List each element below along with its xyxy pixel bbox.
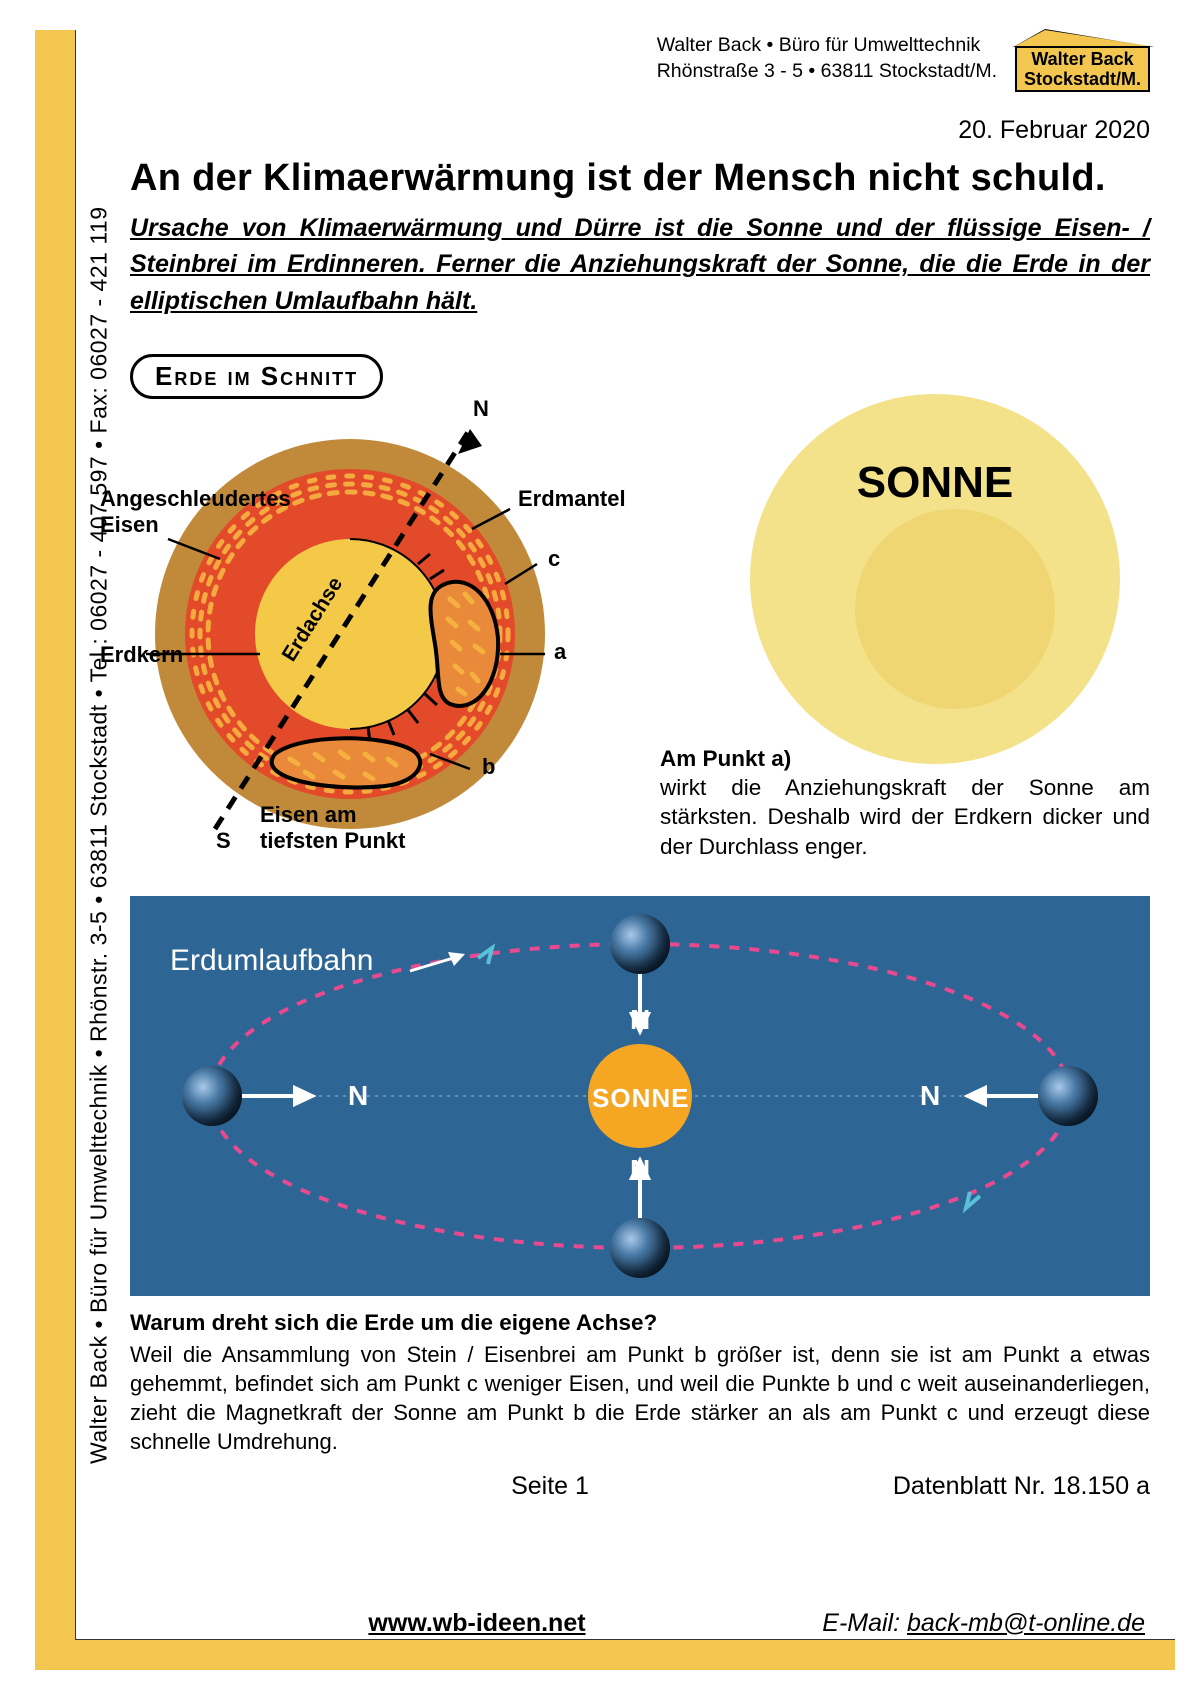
header-address: Walter Back • Büro für Umwelttechnik Rhö…	[657, 32, 997, 85]
address-line2: Rhönstraße 3 - 5 • 63811 Stockstadt/M.	[657, 58, 997, 84]
page-title: An der Klimaerwärmung ist der Mensch nic…	[130, 157, 1150, 200]
sun-caption-lead: Am Punkt a)	[660, 746, 791, 771]
header-row: Walter Back • Büro für Umwelttechnik Rhö…	[130, 30, 1150, 92]
n-left: N	[348, 1080, 368, 1112]
earth-labels: N S Erdmantel c a b Erdkern Angeschleude…	[130, 384, 680, 884]
label-erdkern: Erdkern	[100, 642, 183, 668]
sun-diagram: SONNE	[680, 389, 1160, 769]
email-address: back-mb@t-online.de	[907, 1609, 1145, 1637]
earth-left	[182, 1066, 242, 1126]
diagram-area: Erde im Schnitt	[130, 354, 1150, 884]
logo: Walter Back Stockstadt/M.	[1015, 32, 1150, 92]
label-s: S	[216, 828, 231, 854]
date: 20. Februar 2020	[130, 116, 1150, 145]
earth-top	[610, 914, 670, 974]
page-number: Seite 1	[130, 1472, 790, 1501]
footer-email[interactable]: E-Mail: back-mb@t-online.de	[755, 1609, 1175, 1638]
earth-bottom	[610, 1218, 670, 1278]
label-b: b	[482, 754, 495, 780]
orbit-label: Erdumlaufbahn	[170, 944, 373, 978]
sun-caption-body: wirkt die Anziehungskraft der Sonne am s…	[660, 775, 1150, 859]
sun-caption: Am Punkt a) wirkt die Anziehungskraft de…	[660, 744, 1150, 861]
subtitle: Ursache von Klimaerwärmung und Dürre ist…	[130, 210, 1150, 319]
earth-right	[1038, 1066, 1098, 1126]
sun-label: SONNE	[857, 458, 1013, 507]
footer-row2: www.wb-ideen.net E-Mail: back-mb@t-onlin…	[119, 1608, 1175, 1638]
n-top: N	[630, 1004, 650, 1036]
content-area: Walter Back • Büro für Umwelttechnik Rhö…	[130, 30, 1150, 1640]
n-bottom: N	[630, 1154, 650, 1186]
orbit-sun-label: SONNE	[592, 1083, 689, 1114]
label-erdachse: Erdachse	[278, 573, 348, 666]
email-prefix: E-Mail:	[822, 1609, 907, 1637]
logo-line1: Walter Back	[1021, 50, 1144, 70]
label-eisen-tief1: Eisen am	[260, 802, 357, 828]
n-right: N	[920, 1080, 940, 1112]
datasheet-number: Datenblatt Nr. 18.150 a	[790, 1472, 1150, 1501]
orbit-diagram: Erdumlaufbahn SONNE N N N N	[130, 896, 1150, 1296]
bottom-answer: Weil die Ansammlung von Stein / Eisenbre…	[130, 1340, 1150, 1456]
label-eisen-tief2: tiefsten Punkt	[260, 828, 405, 854]
label-a: a	[554, 639, 566, 665]
label-angeschleudertes: Angeschleudertes	[100, 486, 291, 512]
logo-line2: Stockstadt/M.	[1021, 70, 1144, 90]
diagram-badge: Erde im Schnitt	[130, 354, 383, 399]
address-line1: Walter Back • Büro für Umwelttechnik	[657, 32, 997, 58]
label-n: N	[473, 396, 489, 422]
footer-url[interactable]: www.wb-ideen.net	[119, 1609, 755, 1638]
label-eisen: Eisen	[100, 512, 159, 538]
footer-row1: Seite 1 Datenblatt Nr. 18.150 a	[130, 1472, 1150, 1501]
page-frame: Walter Back • Büro für Umwelttechnik • R…	[35, 30, 1175, 1670]
label-c: c	[548, 546, 560, 572]
label-erdmantel: Erdmantel	[518, 486, 626, 512]
bottom-question: Warum dreht sich die Erde um die eigene …	[130, 1310, 1150, 1336]
